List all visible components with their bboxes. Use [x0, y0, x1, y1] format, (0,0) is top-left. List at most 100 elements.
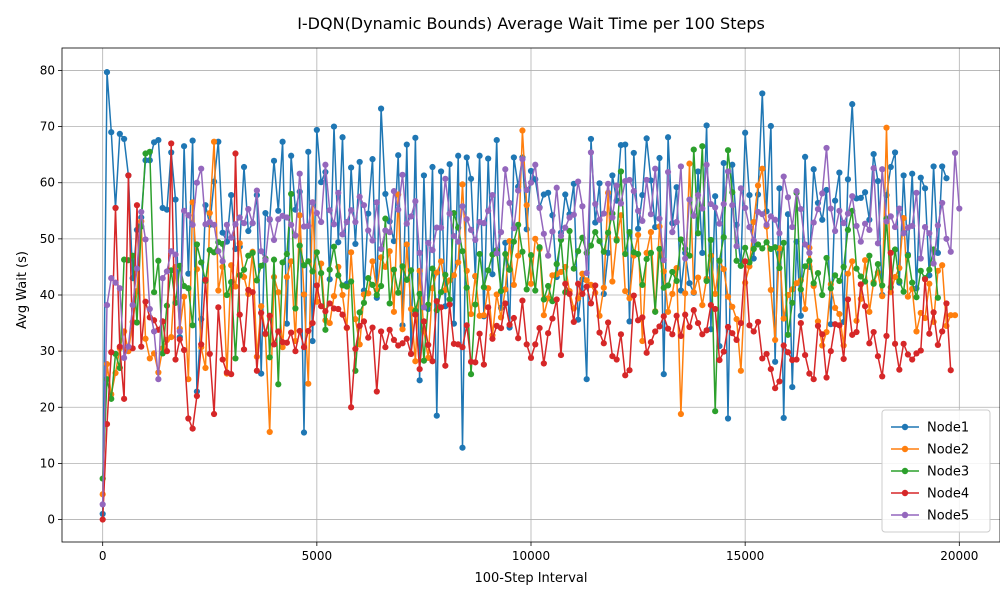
node3-point — [360, 299, 368, 306]
node5-point — [669, 229, 676, 236]
node4-point — [433, 298, 440, 305]
node3-point — [506, 266, 513, 273]
node5-point — [133, 265, 141, 272]
node1-point — [712, 193, 719, 200]
node3-point — [754, 241, 762, 248]
node2-point — [185, 376, 192, 383]
node5-point — [467, 226, 475, 233]
node4-point — [609, 353, 616, 360]
node5-point — [699, 205, 706, 212]
node5-point — [549, 228, 556, 235]
node5-point — [510, 225, 517, 232]
node4-point — [797, 319, 804, 327]
node3-point — [575, 248, 582, 255]
node3-point — [857, 273, 864, 280]
node1-point — [463, 154, 470, 161]
node1-point — [849, 101, 856, 108]
node2-point — [399, 326, 406, 333]
node1-point — [262, 209, 269, 217]
node4-point — [519, 297, 526, 304]
node4-point — [677, 332, 685, 340]
node1-point — [660, 371, 667, 378]
node4-point — [463, 322, 470, 329]
node2-point — [459, 181, 466, 188]
node2-point — [682, 290, 689, 297]
node4-point — [266, 312, 273, 319]
node4-point — [682, 311, 689, 318]
node4-point — [377, 328, 385, 335]
node1-point — [900, 172, 907, 179]
node3-point — [917, 267, 924, 274]
node2-point — [699, 302, 706, 309]
node5-point — [288, 221, 295, 228]
legend-box — [881, 409, 991, 533]
node4-point — [540, 360, 547, 367]
node5-point — [686, 196, 693, 203]
node1-point — [356, 158, 363, 166]
node5-point — [827, 205, 834, 212]
node3-point — [592, 229, 599, 236]
node5-point — [613, 182, 620, 189]
node5-point — [403, 220, 410, 227]
node3-point — [189, 322, 196, 329]
node5-point — [502, 166, 509, 173]
series-node1 — [99, 69, 950, 518]
node3-point — [292, 305, 299, 312]
node1-point — [921, 185, 929, 192]
node4-point — [887, 249, 894, 256]
node2-point — [754, 182, 762, 189]
node3-point — [596, 238, 603, 245]
node4-point — [515, 335, 522, 342]
node3-point — [369, 281, 376, 288]
node1-point — [934, 249, 941, 256]
node4-point — [365, 334, 372, 341]
node5-point — [570, 211, 577, 218]
node3-point — [463, 284, 470, 291]
node2-point — [951, 312, 959, 319]
node3-point — [699, 143, 706, 150]
node1-point — [917, 174, 924, 181]
node5-point — [540, 230, 547, 237]
node4-point — [236, 311, 243, 318]
node1-point — [836, 169, 843, 176]
node5-point — [707, 200, 714, 208]
series-group — [99, 69, 963, 523]
node4-point — [99, 516, 106, 523]
node4-point — [163, 348, 171, 355]
node3-point — [249, 249, 256, 256]
node3-point — [416, 290, 423, 297]
node3-point — [382, 215, 389, 222]
node2-point — [540, 312, 547, 319]
node4-point — [275, 328, 282, 335]
node1-point — [377, 105, 385, 112]
x-tick-label: 15000 — [726, 549, 764, 563]
node3-point — [133, 319, 141, 326]
node5-point — [626, 176, 633, 184]
node5-point — [339, 231, 346, 238]
node2-point — [450, 272, 458, 279]
node5-point — [330, 221, 338, 228]
node1-point — [609, 172, 616, 179]
node4-point — [613, 356, 620, 363]
node5-point — [305, 222, 312, 230]
node5-point — [814, 206, 822, 213]
node5-point — [309, 199, 316, 206]
node4-point — [596, 329, 603, 336]
node5-point — [493, 250, 500, 257]
node4-point — [570, 318, 577, 326]
node3-point — [275, 381, 282, 388]
node5-point — [296, 170, 303, 177]
node1-point — [887, 163, 894, 171]
node3-point — [707, 236, 714, 244]
node5-point — [879, 166, 886, 173]
node3-point — [634, 250, 642, 258]
node3-point — [386, 300, 393, 307]
node4-point — [836, 322, 843, 329]
node2-point — [266, 428, 273, 436]
node5-point — [712, 204, 719, 211]
node3-point — [832, 272, 839, 279]
node5-point — [506, 199, 513, 207]
node5-point — [253, 187, 260, 194]
node2-point — [523, 202, 530, 209]
node1-point — [437, 168, 445, 175]
